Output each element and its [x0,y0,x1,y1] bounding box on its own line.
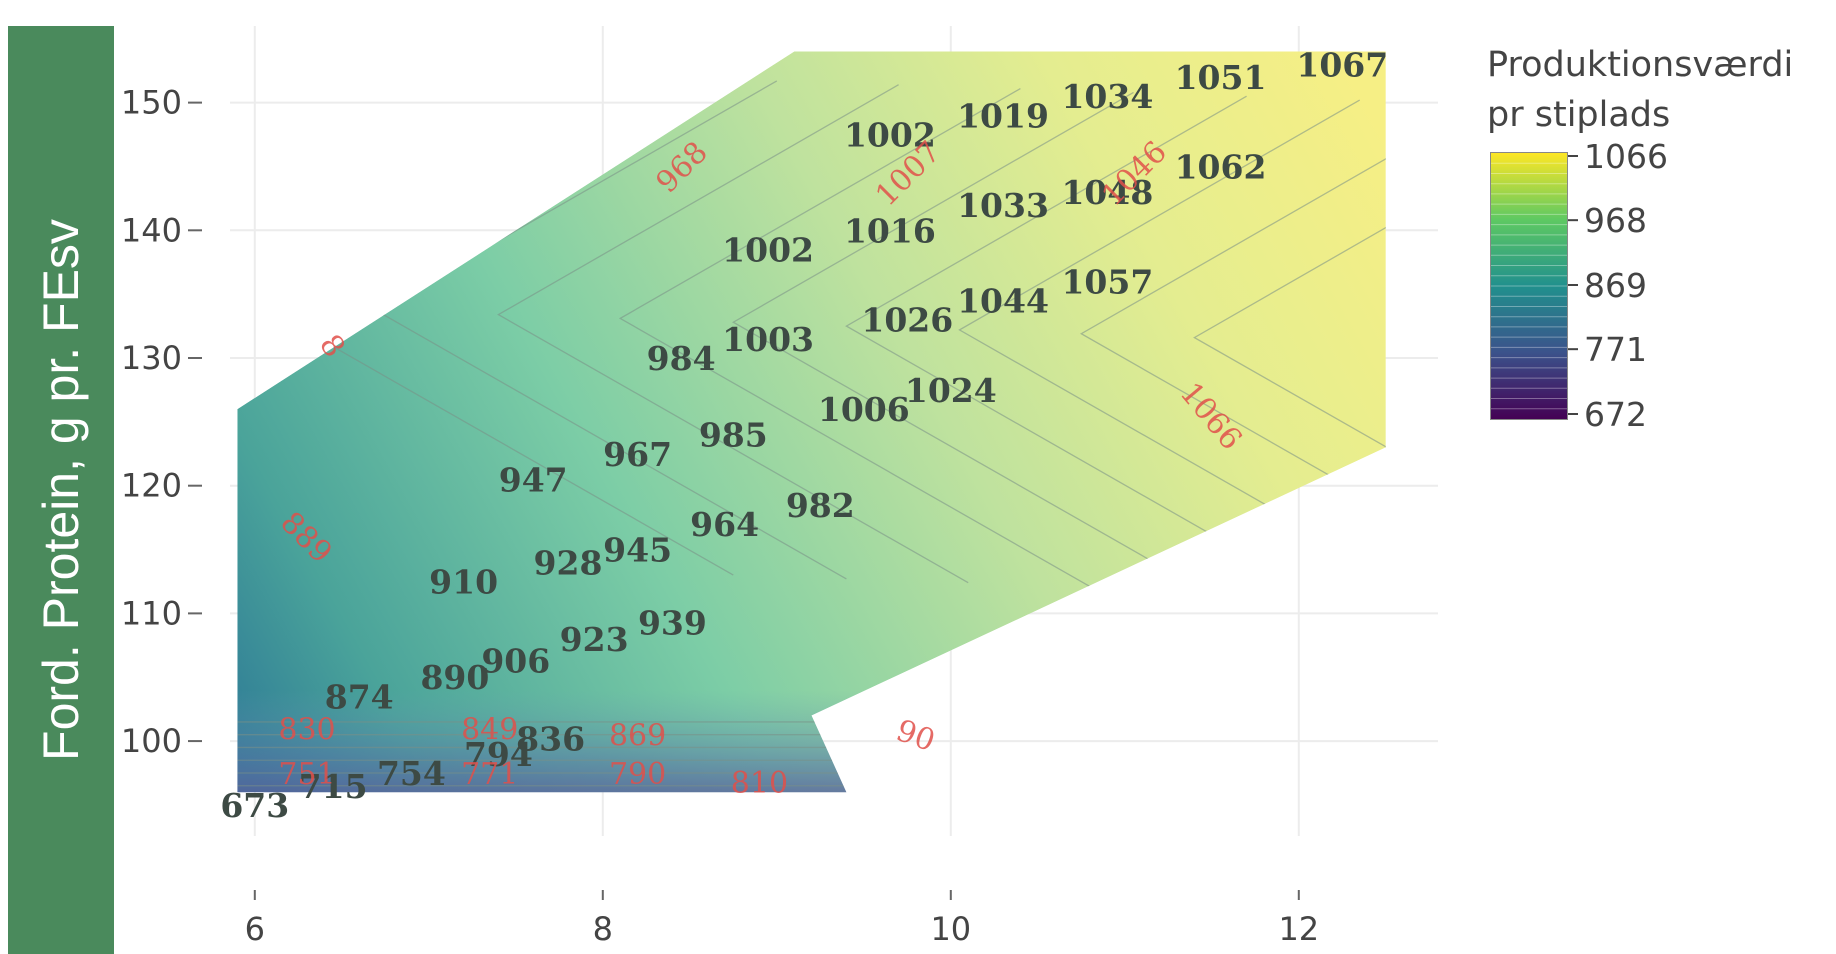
y-tick-label: 130 [121,339,182,377]
contour-line [618,88,1091,588]
contour-level-label: 790 [609,757,666,792]
data-value-label: 1016 [844,211,936,250]
x-tick-label: 6 [245,910,265,948]
data-value-label: 984 [647,339,716,378]
y-tick-label: 110 [121,594,182,632]
y-tick-label: 120 [121,467,182,505]
y-axis-title-band [8,26,114,954]
contour-level-label: 869 [609,719,666,754]
data-value-label: 910 [429,562,498,601]
contour-line [731,91,1204,591]
data-value-label: 967 [603,435,672,474]
data-value-label: 715 [299,767,368,806]
data-value-label: 1033 [957,186,1049,225]
data-value-label: 754 [377,754,446,793]
contour-line [1079,103,1386,603]
data-value-label: 1002 [722,230,814,269]
contour-level-label: 849 [461,712,518,747]
contour-line [497,84,969,584]
colorbar-gradient [1491,153,1567,419]
data-value-label: 906 [481,642,550,681]
data-value-label: 1002 [844,116,936,155]
data-value-label: 1062 [1175,147,1267,186]
data-value-label: 794 [464,735,533,774]
y-tick-label: 100 [121,722,182,760]
x-tick-label: 10 [930,910,971,948]
data-value-label: 1019 [957,96,1049,135]
data-value-label: 939 [638,603,707,642]
contour-level-label: 830 [278,712,335,747]
data-value-label: 1057 [1061,262,1153,301]
colorbar-title-line-2: pr stiplads [1487,95,1671,135]
data-value-label: 874 [325,677,394,716]
x-tick-label: 12 [1278,910,1319,948]
contour-line [845,95,1317,595]
data-value-label: 1024 [905,371,997,410]
data-value-label: 1067 [1296,45,1388,84]
y-tick-label: 140 [121,211,182,249]
colorbar-scale [1491,153,1567,419]
data-value-label: 1006 [818,390,910,429]
data-value-label: 964 [690,505,759,544]
colorbar-title-line-1: Produktionsværdi [1487,45,1794,85]
contour-level-label: 751 [278,757,335,792]
data-value-label: 673 [220,786,289,825]
contour-surface [237,51,1386,793]
y-tick-label: 150 [121,84,182,122]
data-value-label: 923 [560,620,629,659]
x-tick-label: 8 [593,910,613,948]
data-value-label: 890 [420,658,489,697]
data-value-label: 1026 [861,301,953,340]
data-value-label: 947 [499,460,568,499]
data-value-label: 1034 [1061,77,1153,116]
data-value-label: 945 [603,531,672,570]
colorbar-title: Produktionsværdi pr stiplads [1487,40,1793,140]
data-value-label: 1051 [1175,58,1267,97]
data-value-label: 1003 [722,320,814,359]
data-value-label: 982 [786,486,855,525]
contour-line [1193,107,1386,607]
data-value-label: 1048 [1061,173,1153,212]
data-value-label: 1044 [957,282,1049,321]
contour-level-label: 771 [461,757,518,792]
data-value-label: 928 [534,543,603,582]
colorbar [1490,152,1568,420]
data-value-label: 985 [699,416,768,455]
data-value-label: 836 [516,720,585,759]
contour-level-label: 810 [731,766,788,801]
contour-level-label: 90 [892,713,940,759]
